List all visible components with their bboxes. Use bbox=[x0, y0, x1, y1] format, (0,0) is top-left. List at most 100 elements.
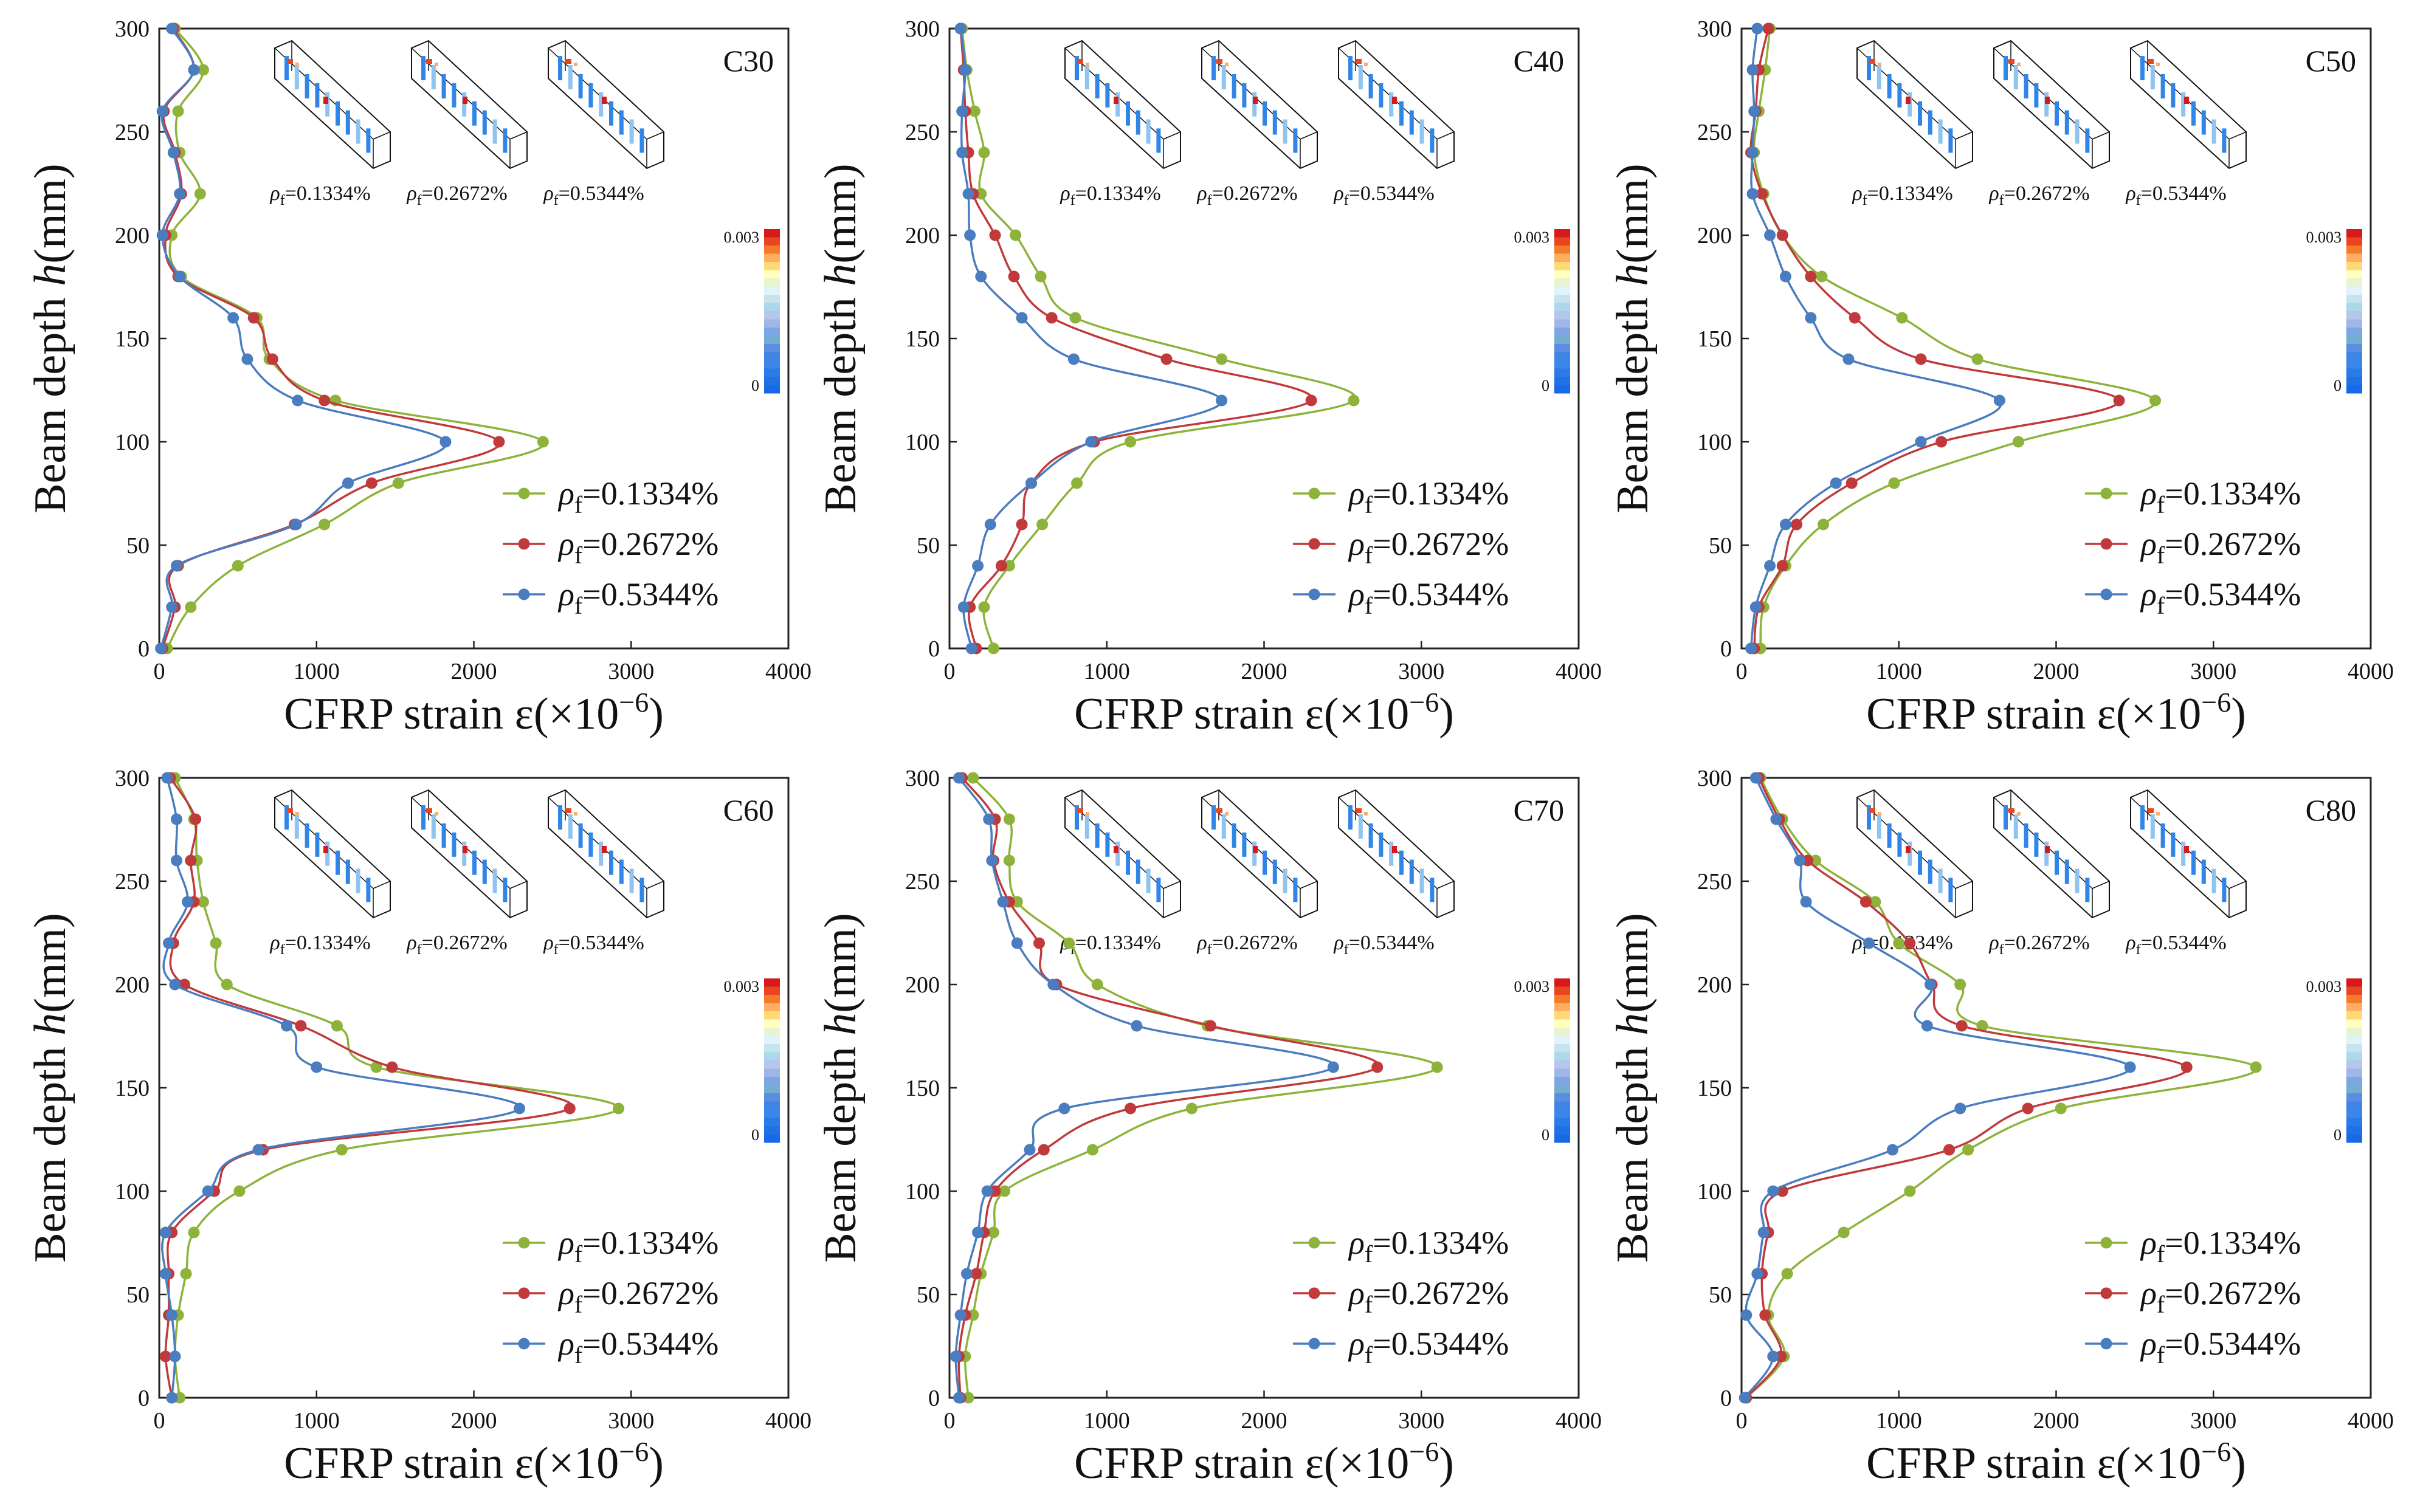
inset-rho-value: =0.1334% bbox=[285, 182, 371, 205]
y-tick-label: 0 bbox=[928, 636, 940, 662]
legend-rho: ρ bbox=[1348, 1225, 1365, 1261]
legend-value: =0.5344% bbox=[582, 576, 719, 613]
colorbar-band bbox=[1554, 978, 1570, 987]
y-tick-label: 200 bbox=[905, 223, 940, 249]
cfrp-strip bbox=[1211, 56, 1216, 81]
cfrp-strip bbox=[1293, 128, 1298, 153]
strain-colorbar: 0.003 0 bbox=[2306, 978, 2362, 1144]
colorbar-band bbox=[764, 1110, 780, 1118]
y-axis-title-main: Beam depth bbox=[816, 1036, 866, 1263]
colorbar-band bbox=[2346, 352, 2362, 361]
inset-rho-value: =0.5344% bbox=[2141, 932, 2227, 954]
cfrp-strip bbox=[558, 805, 562, 830]
inset-rho-label: ρf=0.5344% bbox=[543, 932, 644, 958]
data-point bbox=[997, 896, 1009, 908]
legend-subscript: f bbox=[1365, 541, 1373, 569]
data-point bbox=[172, 105, 184, 117]
legend-label: ρf=0.5344% bbox=[557, 576, 719, 619]
cfrp-strip bbox=[2085, 878, 2090, 902]
colorbar-band bbox=[1554, 229, 1570, 238]
legend-label: ρf=0.1334% bbox=[2140, 1225, 2301, 1268]
colorbar-band bbox=[764, 1028, 780, 1036]
cfrp-strip bbox=[2004, 56, 2008, 81]
data-point bbox=[1003, 854, 1015, 867]
legend: ρf=0.1334%ρf=0.2672%ρf=0.5344% bbox=[1293, 475, 1509, 619]
data-point bbox=[188, 64, 200, 76]
data-point bbox=[1751, 22, 1763, 35]
colorbar-band bbox=[2346, 1068, 2362, 1077]
beam-model-image bbox=[1064, 789, 1181, 919]
legend-label: ρf=0.2672% bbox=[1348, 526, 1509, 569]
strain-hotspot bbox=[426, 808, 432, 813]
data-point bbox=[247, 312, 260, 324]
x-tick-label: 1000 bbox=[294, 659, 340, 684]
legend-value: =0.2672% bbox=[2165, 526, 2301, 562]
strain-hotspot bbox=[1216, 808, 1222, 813]
legend-item: ρf=0.2672% bbox=[1293, 526, 1509, 569]
colorbar-band bbox=[2346, 986, 2362, 995]
strain-hotspot bbox=[323, 846, 328, 853]
cfrp-strip bbox=[1126, 101, 1130, 126]
data-point bbox=[613, 1102, 625, 1115]
data-point bbox=[1047, 978, 1060, 991]
cfrp-strip bbox=[599, 841, 604, 866]
beam-model-image bbox=[1064, 40, 1181, 170]
colorbar-band bbox=[1554, 278, 1570, 287]
strain-hotspot bbox=[2184, 846, 2189, 853]
beam-edge bbox=[2092, 881, 2110, 889]
data-point bbox=[956, 105, 968, 117]
cfrp-strip bbox=[1221, 65, 1226, 90]
data-point bbox=[1749, 601, 1762, 613]
data-point bbox=[953, 772, 965, 784]
cfrp-strip bbox=[492, 868, 497, 893]
cfrp-strip bbox=[2044, 92, 2049, 117]
legend-value: =0.5344% bbox=[2165, 1325, 2301, 1362]
inset-rho-subscript: f bbox=[1070, 942, 1075, 958]
cfrp-strip bbox=[1358, 65, 1363, 90]
cfrp-strip bbox=[1938, 119, 1943, 144]
inset-rho-subscript: f bbox=[1207, 942, 1212, 958]
cfrp-strip bbox=[1867, 805, 1871, 830]
cfrp-strip bbox=[294, 65, 299, 90]
cfrp-strip bbox=[1136, 110, 1140, 135]
legend-subscript: f bbox=[1365, 491, 1373, 518]
y-tick-label: 0 bbox=[1720, 1386, 1732, 1411]
colorbar-band bbox=[1554, 286, 1570, 295]
inset-rho-symbol: ρ bbox=[406, 182, 416, 205]
y-tick-label: 300 bbox=[905, 766, 940, 791]
beam-model-image bbox=[2130, 789, 2247, 919]
x-axis-title-exponent: −6 bbox=[2201, 1436, 2231, 1467]
strain-hotspot bbox=[463, 846, 467, 853]
strain-colorbar: 0.003 0 bbox=[1514, 978, 1570, 1144]
inset-rho-symbol: ρ bbox=[406, 932, 416, 954]
strain-hotspot bbox=[1114, 846, 1118, 853]
cfrp-strip bbox=[315, 832, 320, 857]
x-axis-title-close: ) bbox=[649, 689, 664, 739]
x-axis-title-main: CFRP strain ε(×10 bbox=[1866, 689, 2201, 739]
data-point bbox=[1779, 270, 1791, 283]
legend-marker bbox=[1308, 1287, 1320, 1299]
x-axis-title: CFRP strain ε(×10−6) bbox=[1866, 1436, 2246, 1488]
y-tick-label: 250 bbox=[1697, 120, 1732, 145]
cfrp-strip bbox=[1105, 83, 1110, 108]
colorbar-band bbox=[764, 335, 780, 345]
y-axis-title-unit: (mm) bbox=[26, 913, 75, 1012]
x-tick-label: 2000 bbox=[451, 659, 497, 684]
legend-item: ρf=0.2672% bbox=[1293, 1275, 1509, 1318]
colorbar-band bbox=[764, 253, 780, 263]
cfrp-strip bbox=[452, 832, 457, 857]
legend-label: ρf=0.2672% bbox=[557, 526, 719, 569]
inset-rho-subscript: f bbox=[1207, 193, 1212, 208]
inset-rho-label: ρf=0.5344% bbox=[2125, 182, 2226, 208]
data-point bbox=[1779, 518, 1791, 531]
colorbar-max-label: 0.003 bbox=[1514, 229, 1550, 246]
chart-panel-c50: 0 1000 2000 3000 4000 0 50 100 150 200 250 300 CFRP … bbox=[1608, 16, 2394, 739]
colorbar-band bbox=[764, 1118, 780, 1127]
data-point bbox=[159, 1226, 171, 1239]
x-axis-title: CFRP strain ε(×10−6) bbox=[1866, 687, 2246, 739]
legend-rho: ρ bbox=[557, 475, 574, 512]
data-point bbox=[984, 518, 996, 531]
data-point bbox=[194, 188, 206, 200]
cfrp-strip bbox=[1877, 65, 1881, 90]
strain-hotspot bbox=[1869, 808, 1875, 813]
